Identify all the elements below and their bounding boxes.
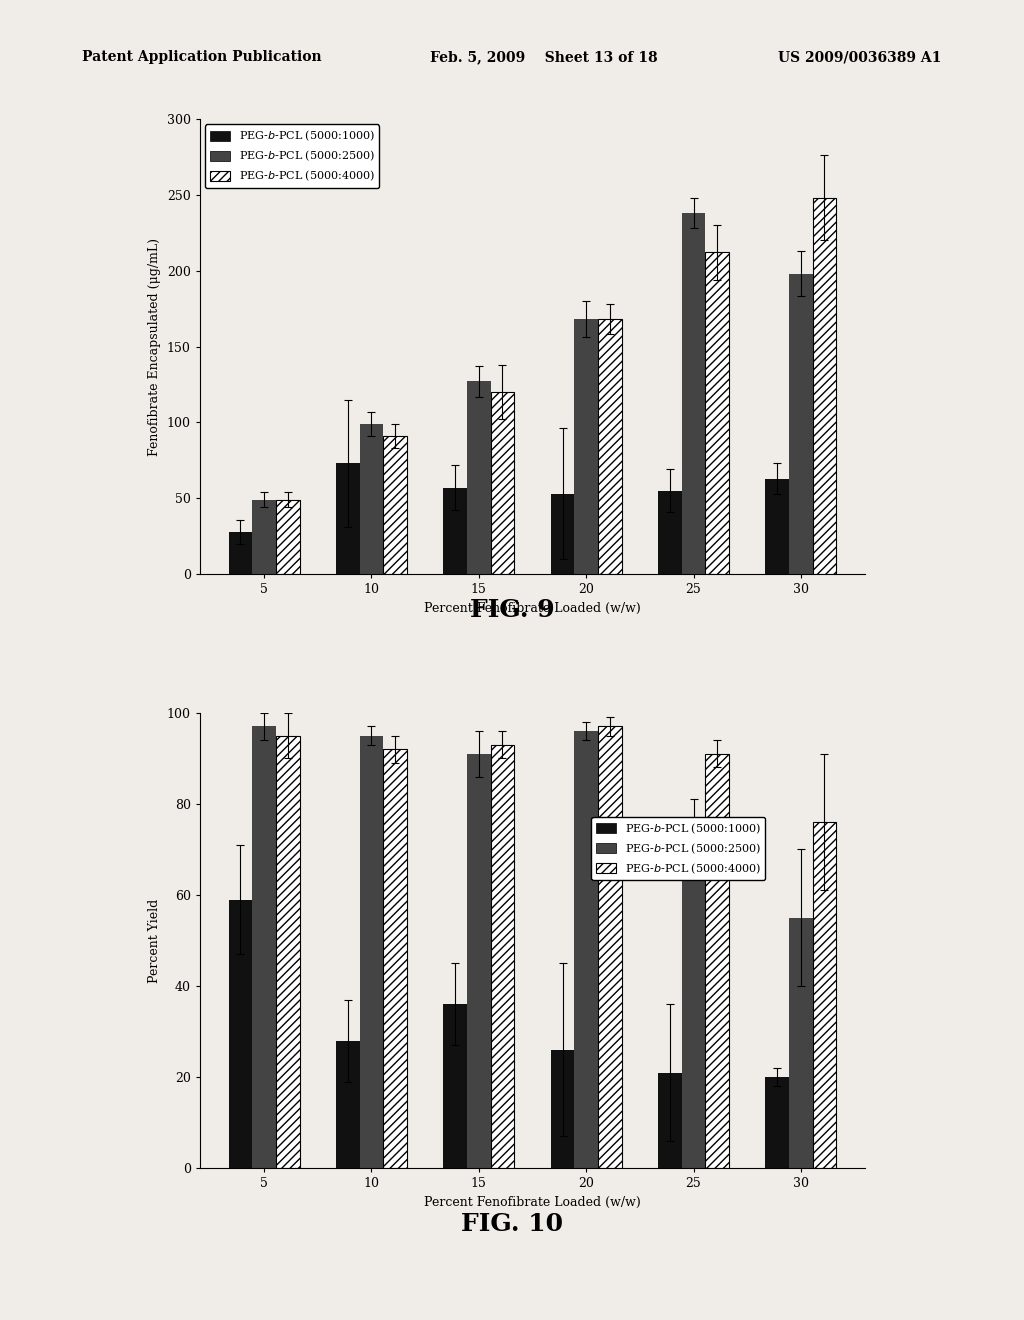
Bar — [228, 899, 252, 1168]
Text: Feb. 5, 2009    Sheet 13 of 18: Feb. 5, 2009 Sheet 13 of 18 — [430, 50, 657, 65]
Bar — [228, 532, 252, 574]
Bar — [682, 213, 706, 574]
Bar — [490, 744, 514, 1168]
Bar — [706, 252, 729, 574]
Bar — [658, 491, 682, 574]
Bar — [813, 822, 837, 1168]
Bar — [275, 500, 300, 574]
Y-axis label: Fenofibrate Encapsulated (μg/mL): Fenofibrate Encapsulated (μg/mL) — [148, 238, 161, 455]
Bar — [383, 750, 407, 1168]
Y-axis label: Percent Yield: Percent Yield — [148, 899, 161, 982]
Bar — [790, 917, 813, 1168]
Bar — [359, 735, 383, 1168]
Bar — [359, 424, 383, 574]
Bar — [443, 1005, 467, 1168]
Bar — [574, 319, 598, 574]
Text: Patent Application Publication: Patent Application Publication — [82, 50, 322, 65]
X-axis label: Percent Fenofibrate Loaded (w/w): Percent Fenofibrate Loaded (w/w) — [424, 602, 641, 615]
Bar — [766, 479, 790, 574]
Bar — [467, 754, 490, 1168]
Text: FIG. 10: FIG. 10 — [461, 1212, 563, 1236]
Bar — [813, 198, 837, 574]
Bar — [598, 726, 622, 1168]
Bar — [443, 487, 467, 574]
Bar — [658, 1073, 682, 1168]
Legend: PEG-$\it{b}$-PCL (5000:1000), PEG-$\it{b}$-PCL (5000:2500), PEG-$\it{b}$-PCL (50: PEG-$\it{b}$-PCL (5000:1000), PEG-$\it{b… — [205, 124, 379, 187]
Bar — [336, 1040, 359, 1168]
Bar — [252, 500, 275, 574]
Bar — [490, 392, 514, 574]
Text: FIG. 9: FIG. 9 — [470, 598, 554, 622]
Bar — [574, 731, 598, 1168]
Text: US 2009/0036389 A1: US 2009/0036389 A1 — [778, 50, 942, 65]
Bar — [598, 319, 622, 574]
Bar — [682, 817, 706, 1168]
Bar — [275, 735, 300, 1168]
Bar — [336, 463, 359, 574]
Bar — [467, 381, 490, 574]
Bar — [790, 273, 813, 574]
X-axis label: Percent Fenofibrate Loaded (w/w): Percent Fenofibrate Loaded (w/w) — [424, 1196, 641, 1209]
Bar — [383, 436, 407, 574]
Bar — [551, 1049, 574, 1168]
Bar — [766, 1077, 790, 1168]
Bar — [252, 726, 275, 1168]
Bar — [551, 494, 574, 574]
Legend: PEG-$\it{b}$-PCL (5000:1000), PEG-$\it{b}$-PCL (5000:2500), PEG-$\it{b}$-PCL (50: PEG-$\it{b}$-PCL (5000:1000), PEG-$\it{b… — [591, 817, 765, 880]
Bar — [706, 754, 729, 1168]
